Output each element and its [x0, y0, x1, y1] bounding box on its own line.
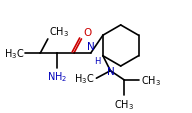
- Text: $\mathsf{CH_3}$: $\mathsf{CH_3}$: [141, 73, 161, 87]
- Text: $\mathsf{H_3C}$: $\mathsf{H_3C}$: [74, 72, 94, 85]
- Text: H: H: [94, 56, 101, 65]
- Text: $\mathsf{NH_2}$: $\mathsf{NH_2}$: [47, 69, 67, 83]
- Text: $\mathsf{H_3C}$: $\mathsf{H_3C}$: [4, 47, 24, 60]
- Text: $\mathsf{CH_3}$: $\mathsf{CH_3}$: [49, 25, 69, 39]
- Text: N: N: [87, 42, 95, 52]
- Text: N: N: [107, 66, 114, 76]
- Text: $\mathsf{CH_3}$: $\mathsf{CH_3}$: [114, 97, 134, 111]
- Text: O: O: [83, 28, 92, 38]
